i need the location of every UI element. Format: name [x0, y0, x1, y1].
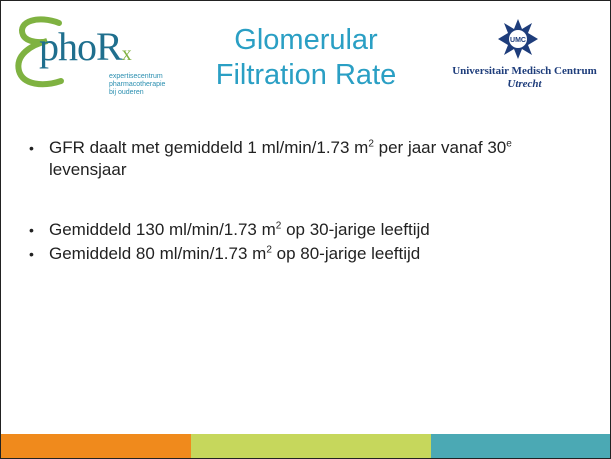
title-line: Glomerular	[234, 24, 378, 56]
footer-bar-orange	[1, 434, 191, 458]
bullet-text: levensjaar	[49, 160, 127, 179]
tagline-line: expertisecentrum	[109, 73, 163, 80]
bullet-text: GFR daalt met gemiddeld 1 ml/min/1.73 m	[49, 138, 369, 157]
bullet: Gemiddeld 80 ml/min/1.73 m2 op 80-jarige…	[29, 243, 589, 265]
superscript: 2	[368, 138, 374, 150]
bullet-text: op 30-jarige leeftijd	[281, 220, 430, 239]
bullet-text: Gemiddeld 80 ml/min/1.73 m	[49, 244, 267, 263]
tagline-line: bij ouderen	[109, 89, 144, 96]
logo-swoosh	[15, 16, 64, 88]
partner-name: Universitair Medisch Centrum	[452, 65, 597, 77]
bullet: Gemiddeld 130 ml/min/1.73 m2 op 30-jarig…	[29, 219, 589, 241]
bullet-list: GFR daalt met gemiddeld 1 ml/min/1.73 m2…	[29, 137, 589, 265]
logo-name: phoRx	[39, 23, 132, 70]
logo-tagline: expertisecentrum pharmacotherapie bij oude…	[109, 73, 165, 97]
superscript: 2	[266, 244, 272, 256]
partner-city: Utrecht	[507, 78, 542, 90]
tagline-line: pharmacotherapie	[109, 81, 166, 88]
bullet-text: Gemiddeld 130 ml/min/1.73 m	[49, 220, 276, 239]
bullet-text: per jaar vanaf 30	[373, 138, 507, 157]
umc-icon-text: UMC	[510, 37, 526, 44]
superscript: e	[506, 138, 512, 150]
footer-bar-green	[191, 434, 431, 458]
bullet-text: op 80-jarige leeftijd	[271, 244, 421, 263]
superscript: 2	[275, 220, 282, 232]
slide-title: Glomerular Filtration Rate	[191, 23, 421, 93]
footer-bar-teal	[431, 434, 610, 458]
logo-subscript: x	[121, 43, 132, 65]
umc-icon: UMC	[498, 19, 538, 59]
title-line: Filtration Rate	[215, 59, 397, 91]
bullet: GFR daalt met gemiddeld 1 ml/min/1.73 m2…	[29, 137, 589, 181]
logo-text: phoR	[39, 24, 123, 69]
